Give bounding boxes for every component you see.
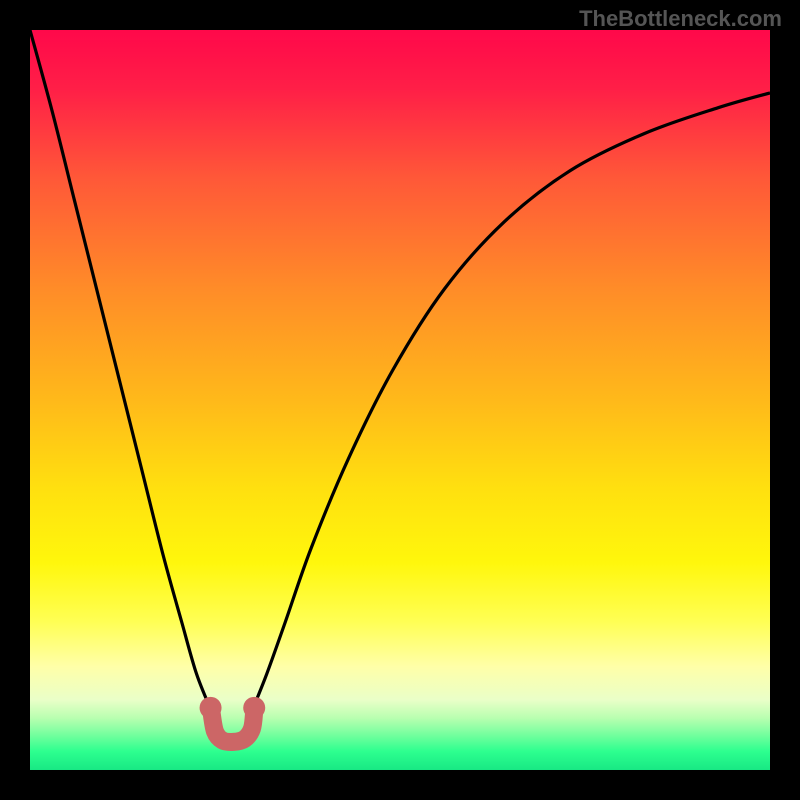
chart-canvas: TheBottleneck.com [0, 0, 800, 800]
plot-background [30, 30, 770, 770]
bottleneck-chart-svg [0, 0, 800, 800]
trough-marker-dot-left [200, 697, 222, 719]
trough-marker-dot-right [243, 697, 265, 719]
